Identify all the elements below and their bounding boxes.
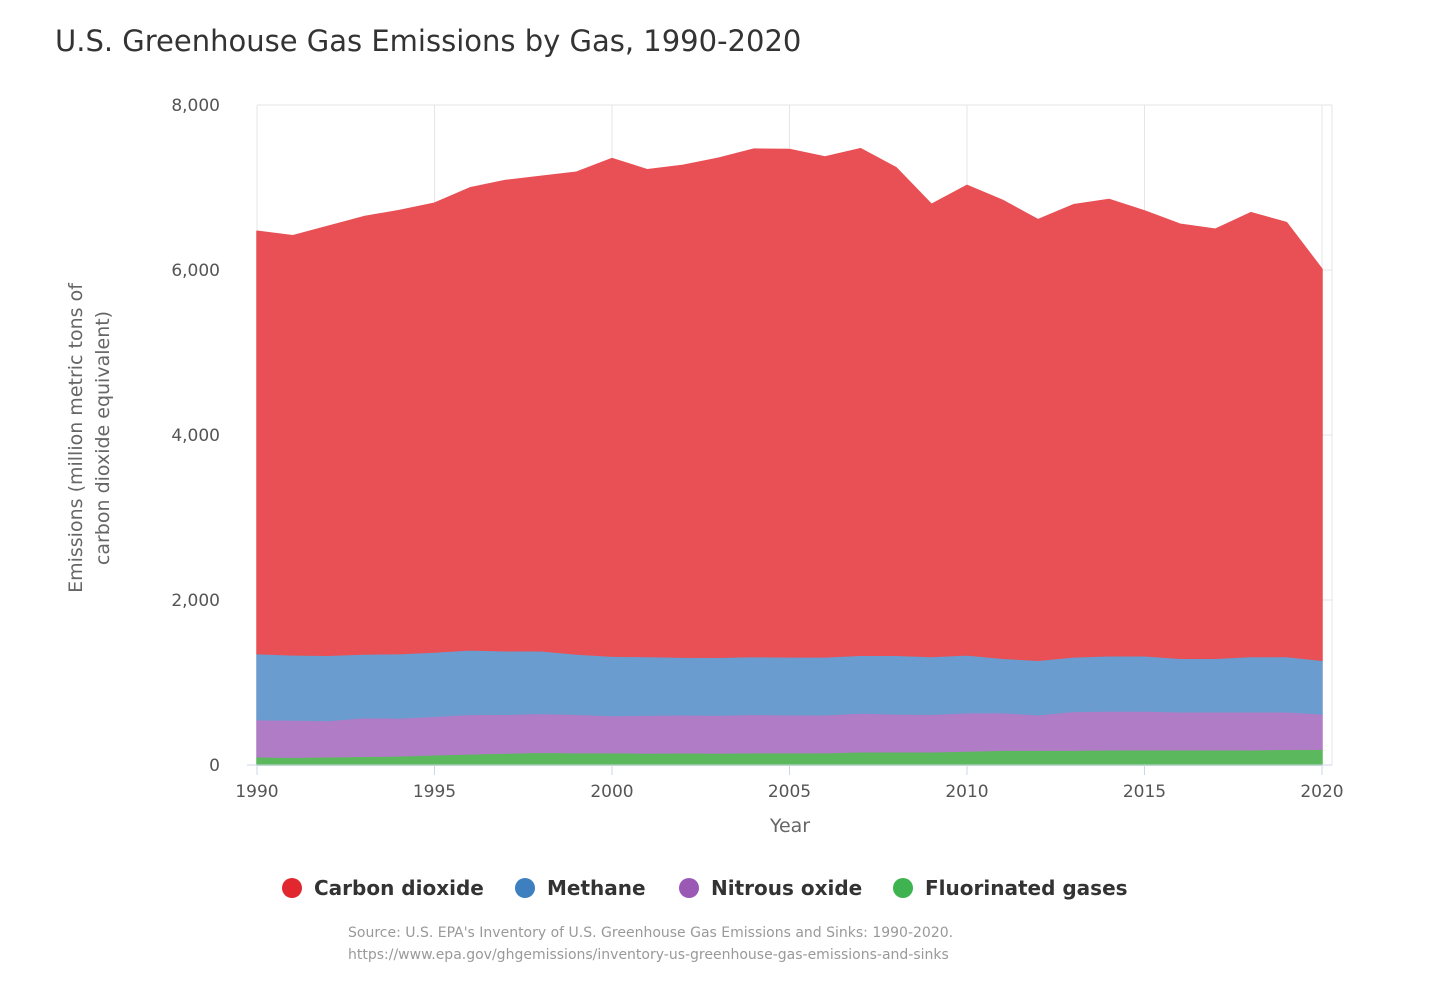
area-methane (256, 649, 1323, 722)
y-axis-title-line: Emissions (million metric tons of (65, 282, 87, 593)
legend-marker (282, 878, 302, 898)
area-carbon-dioxide (256, 147, 1323, 661)
source-line-1: Source: U.S. EPA's Inventory of U.S. Gre… (348, 925, 954, 941)
legend-item-methane[interactable]: Methane (515, 876, 646, 900)
legend-label: Fluorinated gases (925, 876, 1128, 900)
y-axis-title: Emissions (million metric tons of carbon … (65, 282, 114, 593)
y-tick-label: 8,000 (171, 96, 220, 116)
legend-marker (893, 878, 913, 898)
legend-item-nitrous-oxide[interactable]: Nitrous oxide (679, 876, 862, 900)
x-tick-label: 2005 (768, 782, 811, 802)
axes: 0 2,000 4,000 6,000 8,000 1990 1995 2000 2005 201… (65, 96, 1344, 837)
legend-item-carbon-dioxide[interactable]: Carbon dioxide (282, 876, 484, 900)
x-tick-label: 2010 (945, 782, 988, 802)
stacked-areas (256, 147, 1323, 766)
area-nitrous-oxide (256, 710, 1323, 758)
legend-item-fluorinated-gases[interactable]: Fluorinated gases (893, 876, 1128, 900)
legend[interactable]: Carbon dioxide Methane Nitrous oxide Fluori… (282, 876, 1128, 900)
x-tick-label: 2000 (590, 782, 633, 802)
y-tick-label: 6,000 (171, 261, 220, 281)
source-url[interactable]: https://www.epa.gov/ghgemissions/invento… (348, 947, 949, 963)
chart-title: U.S. Greenhouse Gas Emissions by Gas, 19… (55, 24, 802, 58)
legend-marker (515, 878, 535, 898)
legend-label: Nitrous oxide (711, 876, 862, 900)
legend-marker (679, 878, 699, 898)
y-tick-label: 4,000 (171, 426, 220, 446)
x-tick-label: 1995 (413, 782, 456, 802)
x-tick-label: 2020 (1300, 782, 1343, 802)
x-axis-title: Year (769, 815, 810, 837)
y-tick-label: 0 (209, 756, 220, 776)
x-tick-label: 2015 (1123, 782, 1166, 802)
legend-label: Carbon dioxide (314, 876, 484, 900)
source-note: Source: U.S. EPA's Inventory of U.S. Gre… (348, 922, 953, 966)
legend-label: Methane (547, 876, 646, 900)
y-tick-label: 2,000 (171, 591, 220, 611)
x-tick-label: 1990 (235, 782, 278, 802)
y-axis-title-line: carbon dioxide equivalent) (92, 311, 114, 565)
